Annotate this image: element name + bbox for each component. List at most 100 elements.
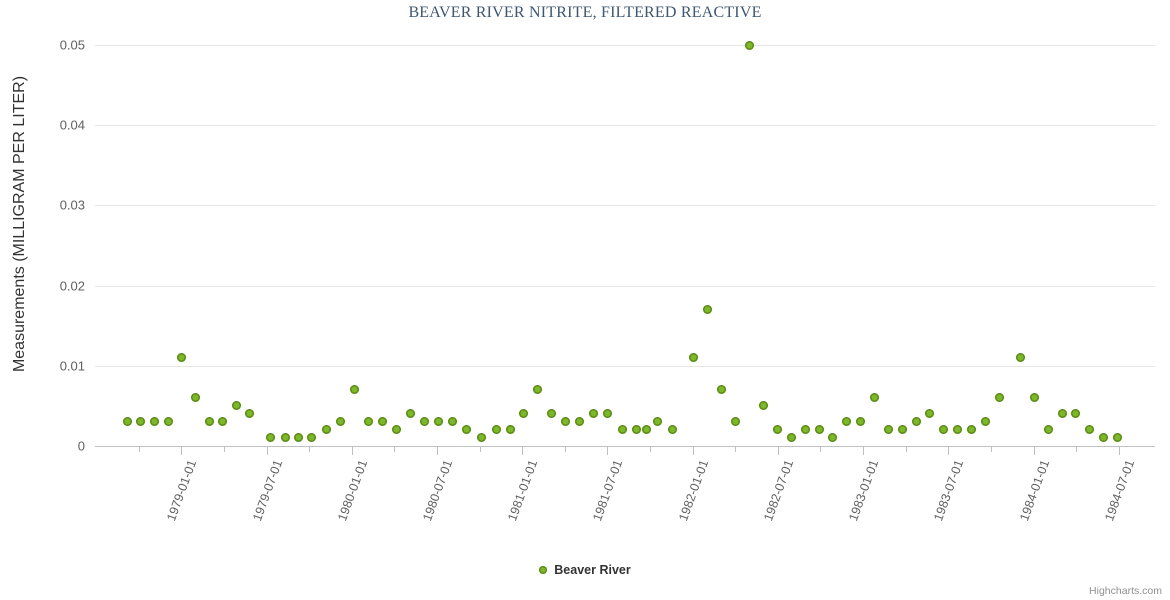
data-point[interactable] [688, 353, 698, 363]
data-point[interactable] [1015, 353, 1025, 363]
data-point[interactable] [716, 385, 726, 395]
data-point[interactable] [702, 305, 712, 315]
data-point[interactable] [176, 353, 186, 363]
y-axis-tick-labels: 0 0.01 0.02 0.03 0.04 0.05 [10, 38, 85, 454]
data-point[interactable] [322, 425, 332, 435]
data-point[interactable] [828, 433, 838, 443]
x-minor-tick [650, 446, 652, 452]
data-point[interactable] [800, 425, 810, 435]
data-point[interactable] [378, 417, 388, 427]
data-point[interactable] [731, 417, 741, 427]
data-point[interactable] [190, 393, 200, 403]
data-point[interactable] [897, 425, 907, 435]
x-minor-tick [394, 446, 396, 452]
data-point[interactable] [641, 425, 651, 435]
data-point[interactable] [667, 425, 677, 435]
data-point[interactable] [533, 385, 543, 395]
x-tick-label: 1981-01-01 [505, 458, 541, 523]
data-point[interactable] [406, 409, 416, 419]
chart-legend: Beaver River [0, 563, 1170, 577]
data-point[interactable] [307, 433, 317, 443]
x-axis: 1979-01-01 1979-07-01 1980-01-01 1980-07-01… [95, 446, 1155, 596]
data-point[interactable] [1029, 393, 1039, 403]
data-point[interactable] [1071, 409, 1081, 419]
data-point[interactable] [560, 417, 570, 427]
data-point[interactable] [265, 433, 275, 443]
data-point[interactable] [883, 425, 893, 435]
x-major-tick [351, 446, 353, 455]
data-point[interactable] [1043, 425, 1053, 435]
data-point[interactable] [618, 425, 628, 435]
data-point[interactable] [519, 409, 529, 419]
data-point[interactable] [505, 425, 515, 435]
credits-label[interactable]: Highcharts.com [1089, 585, 1162, 597]
x-minor-tick [138, 446, 140, 452]
x-major-tick [1118, 446, 1120, 455]
x-tick-label: 1981-07-01 [590, 458, 626, 523]
data-point[interactable] [994, 393, 1004, 403]
data-point[interactable] [842, 417, 852, 427]
data-point[interactable] [476, 433, 486, 443]
data-point[interactable] [786, 433, 796, 443]
data-point[interactable] [150, 417, 160, 427]
data-point[interactable] [759, 401, 769, 411]
x-tick-label: 1984-07-01 [1101, 458, 1137, 523]
data-point[interactable] [653, 417, 663, 427]
data-point[interactable] [123, 417, 133, 427]
chart-title: BEAVER RIVER NITRITE, FILTERED REACTIVE [408, 4, 762, 21]
data-point[interactable] [392, 425, 402, 435]
data-point[interactable] [953, 425, 963, 435]
data-point[interactable] [1057, 409, 1067, 419]
x-tick-label: 1980-07-01 [420, 458, 456, 523]
data-point[interactable] [547, 409, 557, 419]
x-minor-tick [905, 446, 907, 452]
x-major-tick [692, 446, 694, 455]
data-point[interactable] [447, 417, 457, 427]
data-point[interactable] [588, 409, 598, 419]
data-point[interactable] [163, 417, 173, 427]
data-point[interactable] [814, 425, 824, 435]
y-tick-label: 0.03 [59, 197, 85, 213]
data-point[interactable] [433, 417, 443, 427]
data-point[interactable] [1085, 425, 1095, 435]
x-tick-label: 1982-01-01 [675, 458, 711, 523]
data-point[interactable] [217, 417, 227, 427]
data-point[interactable] [925, 409, 935, 419]
data-point[interactable] [772, 425, 782, 435]
data-point[interactable] [245, 409, 255, 419]
data-point[interactable] [602, 409, 612, 419]
data-point[interactable] [136, 417, 146, 427]
data-point[interactable] [294, 433, 304, 443]
y-tick-label: 0 [77, 438, 85, 454]
x-major-tick [181, 446, 183, 455]
x-minor-tick [479, 446, 481, 452]
data-point[interactable] [856, 417, 866, 427]
data-point[interactable] [631, 425, 641, 435]
data-point[interactable] [349, 385, 359, 395]
x-major-tick [777, 446, 779, 455]
data-point[interactable] [1112, 433, 1122, 443]
data-point[interactable] [363, 417, 373, 427]
data-point[interactable] [939, 425, 949, 435]
data-point[interactable] [335, 417, 345, 427]
data-point[interactable] [204, 417, 214, 427]
data-point[interactable] [574, 417, 584, 427]
data-point[interactable] [870, 393, 879, 403]
data-point[interactable] [1099, 433, 1109, 443]
legend-marker-icon [539, 566, 548, 574]
x-tick-label: 1984-01-01 [1016, 458, 1052, 523]
data-point[interactable] [745, 40, 755, 50]
data-point[interactable] [231, 401, 241, 411]
data-point[interactable] [980, 417, 990, 427]
data-point[interactable] [461, 425, 471, 435]
data-point[interactable] [967, 425, 977, 435]
legend-item-beaver-river[interactable]: Beaver River [539, 563, 631, 577]
data-point[interactable] [419, 417, 429, 427]
data-point[interactable] [281, 433, 291, 443]
x-minor-tick [224, 446, 226, 452]
x-major-tick [863, 446, 865, 455]
data-point[interactable] [491, 425, 501, 435]
x-major-tick [266, 446, 268, 455]
data-point[interactable] [911, 417, 921, 427]
